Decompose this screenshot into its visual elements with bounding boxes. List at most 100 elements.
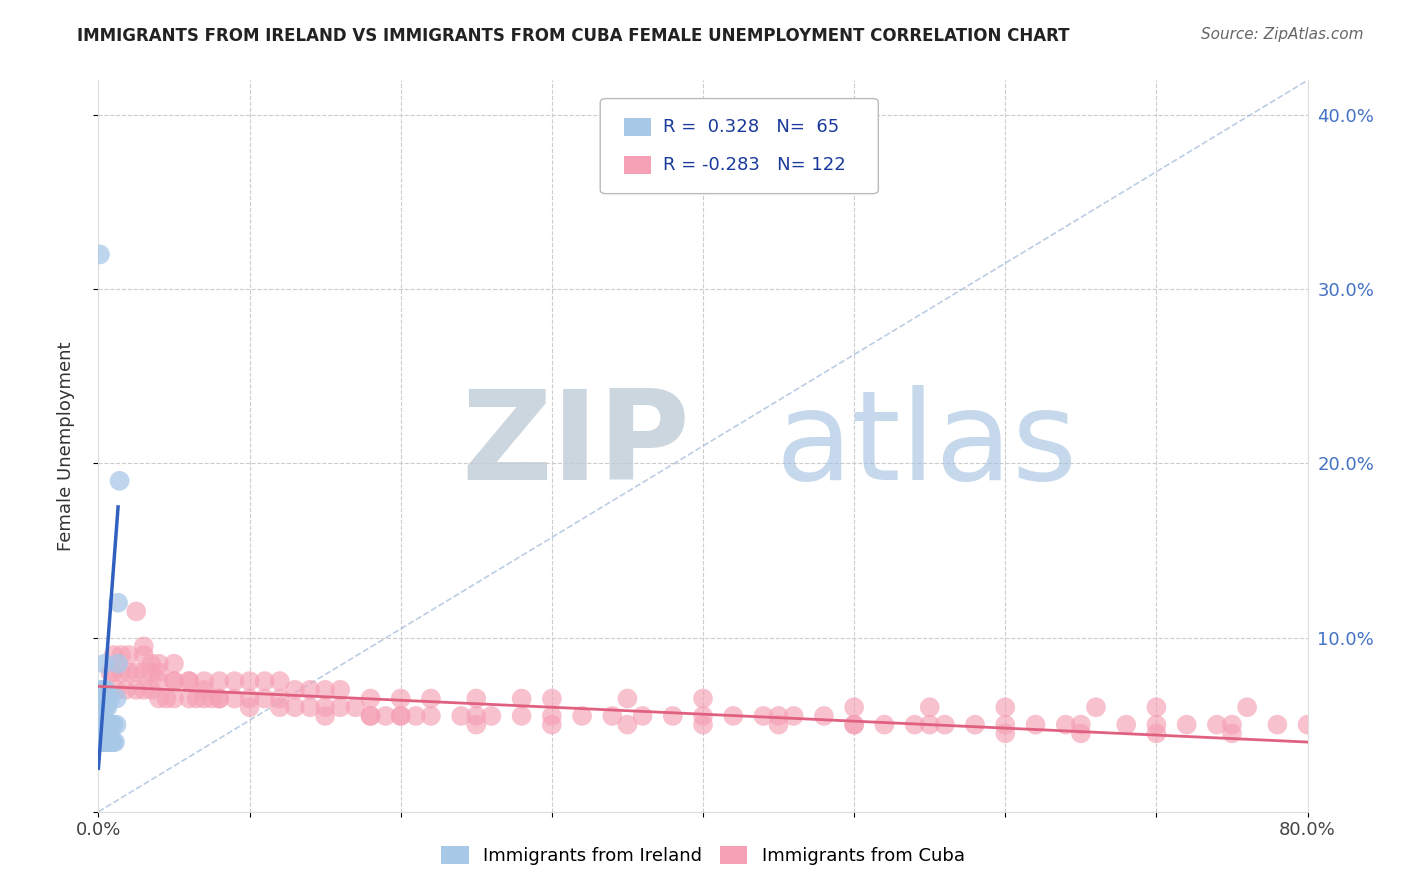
Point — [179, 674, 201, 689]
Point — [1267, 717, 1289, 731]
Point — [90, 717, 112, 731]
Point — [94, 717, 117, 731]
Point — [994, 700, 1017, 714]
FancyBboxPatch shape — [600, 99, 879, 194]
Point — [224, 691, 246, 706]
Point — [132, 665, 155, 680]
Point — [96, 717, 118, 731]
Point — [768, 709, 790, 723]
Point — [91, 717, 114, 731]
FancyBboxPatch shape — [624, 156, 651, 174]
Point — [94, 682, 117, 697]
Point — [389, 709, 412, 723]
Point — [132, 648, 155, 662]
Point — [132, 682, 155, 697]
Point — [1085, 700, 1108, 714]
Point — [89, 247, 111, 261]
Point — [661, 709, 683, 723]
Point — [813, 709, 835, 723]
Point — [100, 717, 122, 731]
Point — [465, 691, 488, 706]
Point — [118, 665, 141, 680]
Point — [125, 665, 148, 680]
Point — [616, 717, 638, 731]
Point — [89, 735, 111, 749]
Point — [93, 657, 115, 671]
Point — [314, 682, 336, 697]
Point — [91, 735, 114, 749]
Point — [100, 691, 122, 706]
Point — [125, 604, 148, 618]
Point — [1206, 717, 1229, 731]
Point — [89, 700, 111, 714]
Point — [239, 691, 262, 706]
Point — [103, 735, 125, 749]
Point — [155, 691, 177, 706]
Text: ZIP: ZIP — [461, 385, 690, 507]
Point — [186, 691, 208, 706]
Point — [94, 717, 117, 731]
Point — [107, 657, 129, 671]
Point — [114, 682, 136, 697]
Point — [465, 717, 488, 731]
Point — [163, 691, 186, 706]
Point — [94, 700, 117, 714]
Point — [118, 648, 141, 662]
Point — [104, 735, 127, 749]
Point — [450, 709, 472, 723]
Point — [1144, 700, 1167, 714]
Point — [420, 691, 443, 706]
Point — [103, 717, 125, 731]
Point — [1220, 726, 1243, 740]
Point — [193, 691, 215, 706]
Point — [965, 717, 987, 731]
Point — [616, 691, 638, 706]
Point — [344, 700, 367, 714]
Point — [692, 691, 714, 706]
Point — [1054, 717, 1077, 731]
Point — [105, 717, 128, 731]
Point — [125, 682, 148, 697]
Point — [1024, 717, 1046, 731]
Point — [360, 709, 382, 723]
Point — [90, 717, 112, 731]
Point — [360, 691, 382, 706]
Point — [148, 691, 170, 706]
Point — [107, 596, 129, 610]
Point — [148, 657, 170, 671]
Point — [1220, 717, 1243, 731]
Point — [269, 691, 291, 706]
Point — [329, 700, 352, 714]
Point — [284, 700, 307, 714]
Point — [94, 735, 117, 749]
Point — [89, 700, 111, 714]
Point — [93, 691, 115, 706]
Point — [89, 717, 111, 731]
Point — [96, 691, 118, 706]
Point — [284, 682, 307, 697]
Point — [90, 700, 112, 714]
Point — [110, 648, 132, 662]
Point — [1070, 717, 1092, 731]
Point — [94, 735, 117, 749]
Point — [91, 717, 114, 731]
Text: R = -0.283   N= 122: R = -0.283 N= 122 — [664, 156, 846, 174]
Point — [90, 735, 112, 749]
Point — [1144, 717, 1167, 731]
Point — [1115, 717, 1137, 731]
Point — [90, 735, 112, 749]
Point — [103, 665, 125, 680]
Point — [193, 674, 215, 689]
Point — [465, 709, 488, 723]
Point — [163, 657, 186, 671]
Point — [98, 717, 121, 731]
Point — [299, 682, 322, 697]
Point — [329, 682, 352, 697]
Point — [91, 700, 114, 714]
Point — [90, 691, 112, 706]
Point — [844, 717, 866, 731]
Point — [253, 691, 276, 706]
Point — [91, 700, 114, 714]
Point — [90, 700, 112, 714]
Legend: Immigrants from Ireland, Immigrants from Cuba: Immigrants from Ireland, Immigrants from… — [433, 837, 973, 874]
